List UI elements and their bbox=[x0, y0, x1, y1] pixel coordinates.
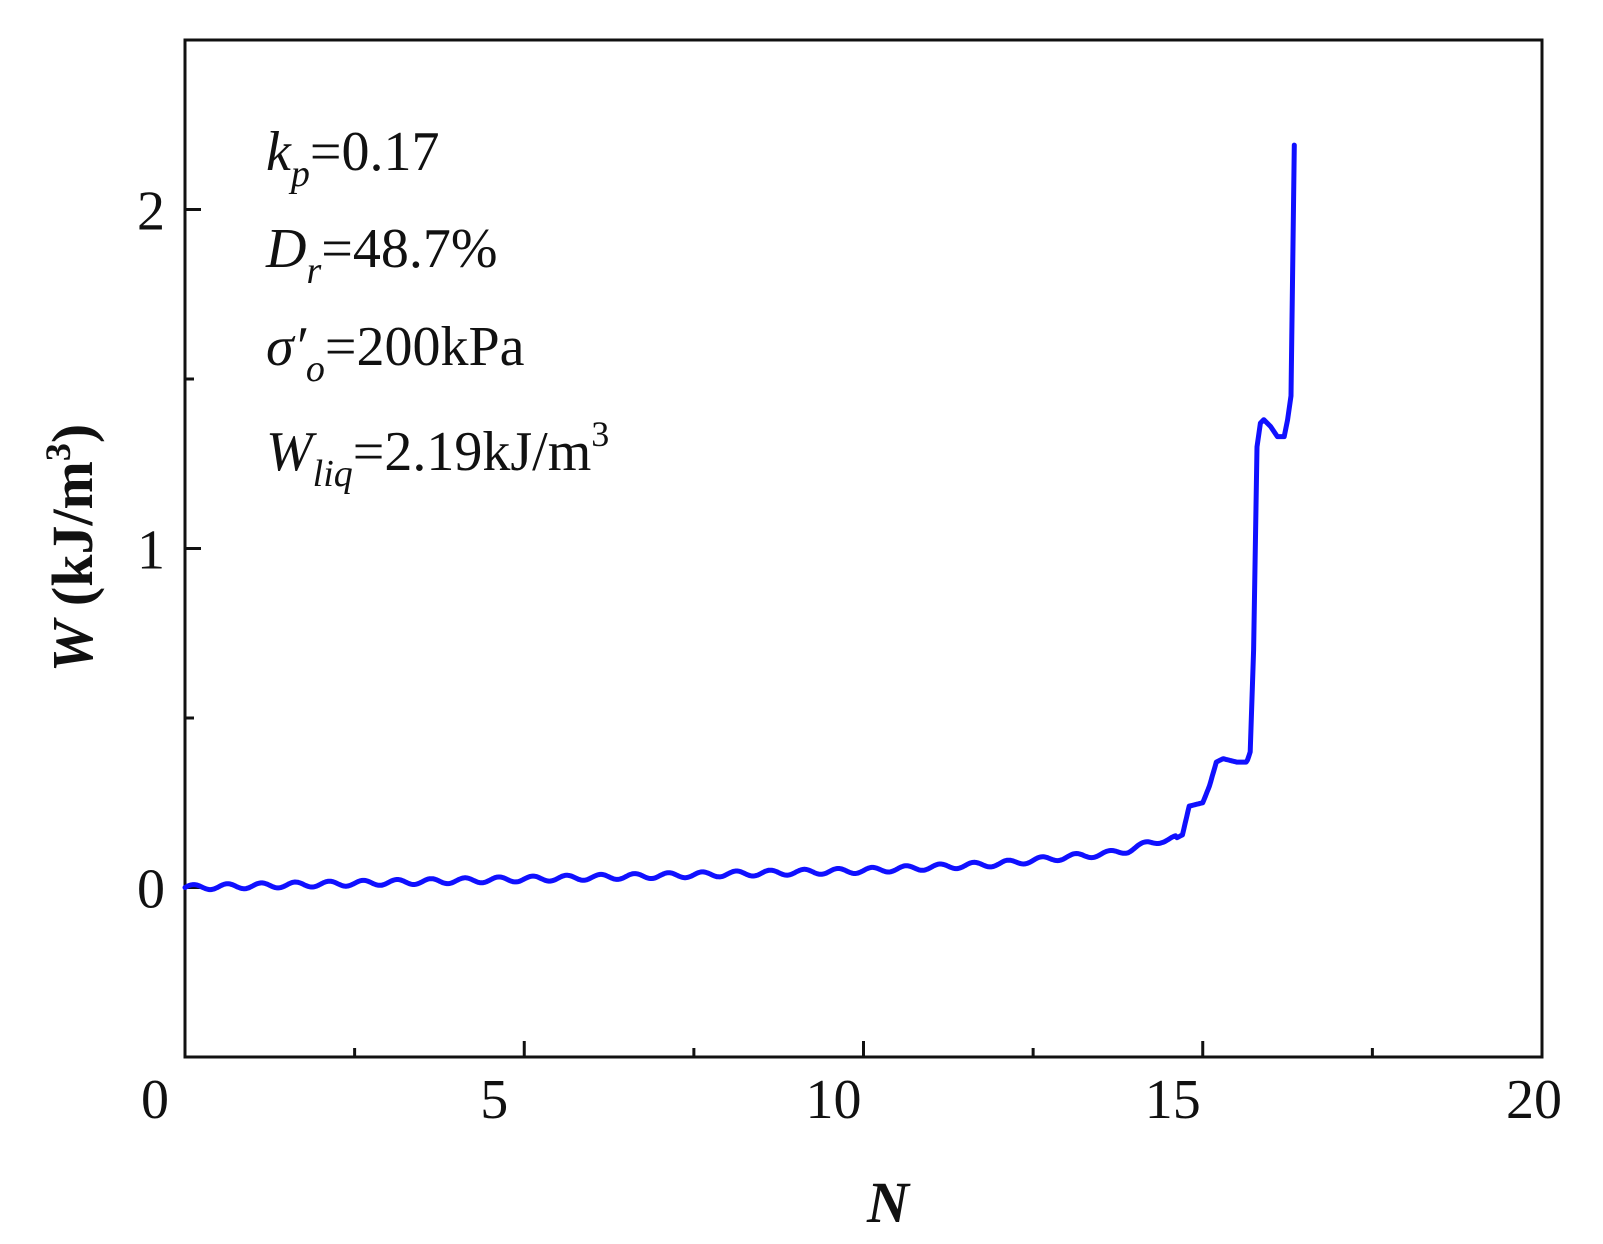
y-axis-title-variable: W bbox=[40, 617, 105, 672]
y-axis-title: W (kJ/m3) bbox=[38, 424, 105, 672]
x-tick-label: 10 bbox=[806, 1069, 862, 1131]
y-tick-label: 2 bbox=[137, 181, 165, 243]
x-axis-ticks: 0 5 10 15 20 bbox=[141, 1041, 1562, 1131]
y-axis-title-unit: (kJ/m bbox=[40, 461, 105, 621]
x-tick-label: 5 bbox=[480, 1069, 508, 1131]
y-axis-title-close: ) bbox=[40, 424, 105, 443]
x-axis-title: N bbox=[866, 1170, 911, 1235]
annotation-sigma: σ′o=200kPa bbox=[266, 316, 525, 390]
y-tick-label: 1 bbox=[137, 520, 165, 582]
y-axis-title-superscript: 3 bbox=[38, 443, 78, 461]
y-axis-ticks: 0 1 2 bbox=[137, 181, 201, 921]
series-line bbox=[182, 142, 1297, 893]
y-tick-label: 0 bbox=[137, 859, 165, 921]
x-tick-label: 0 bbox=[141, 1069, 169, 1131]
plot-frame bbox=[183, 38, 1544, 1059]
annotation-kp: kp=0.17 bbox=[266, 121, 439, 195]
annotation-dr: Dr=48.7% bbox=[265, 218, 497, 292]
x-tick-label: 15 bbox=[1145, 1069, 1201, 1131]
annotation-wliq: Wliq=2.19kJ/m3 bbox=[266, 414, 609, 495]
x-tick-label: 20 bbox=[1506, 1069, 1562, 1131]
